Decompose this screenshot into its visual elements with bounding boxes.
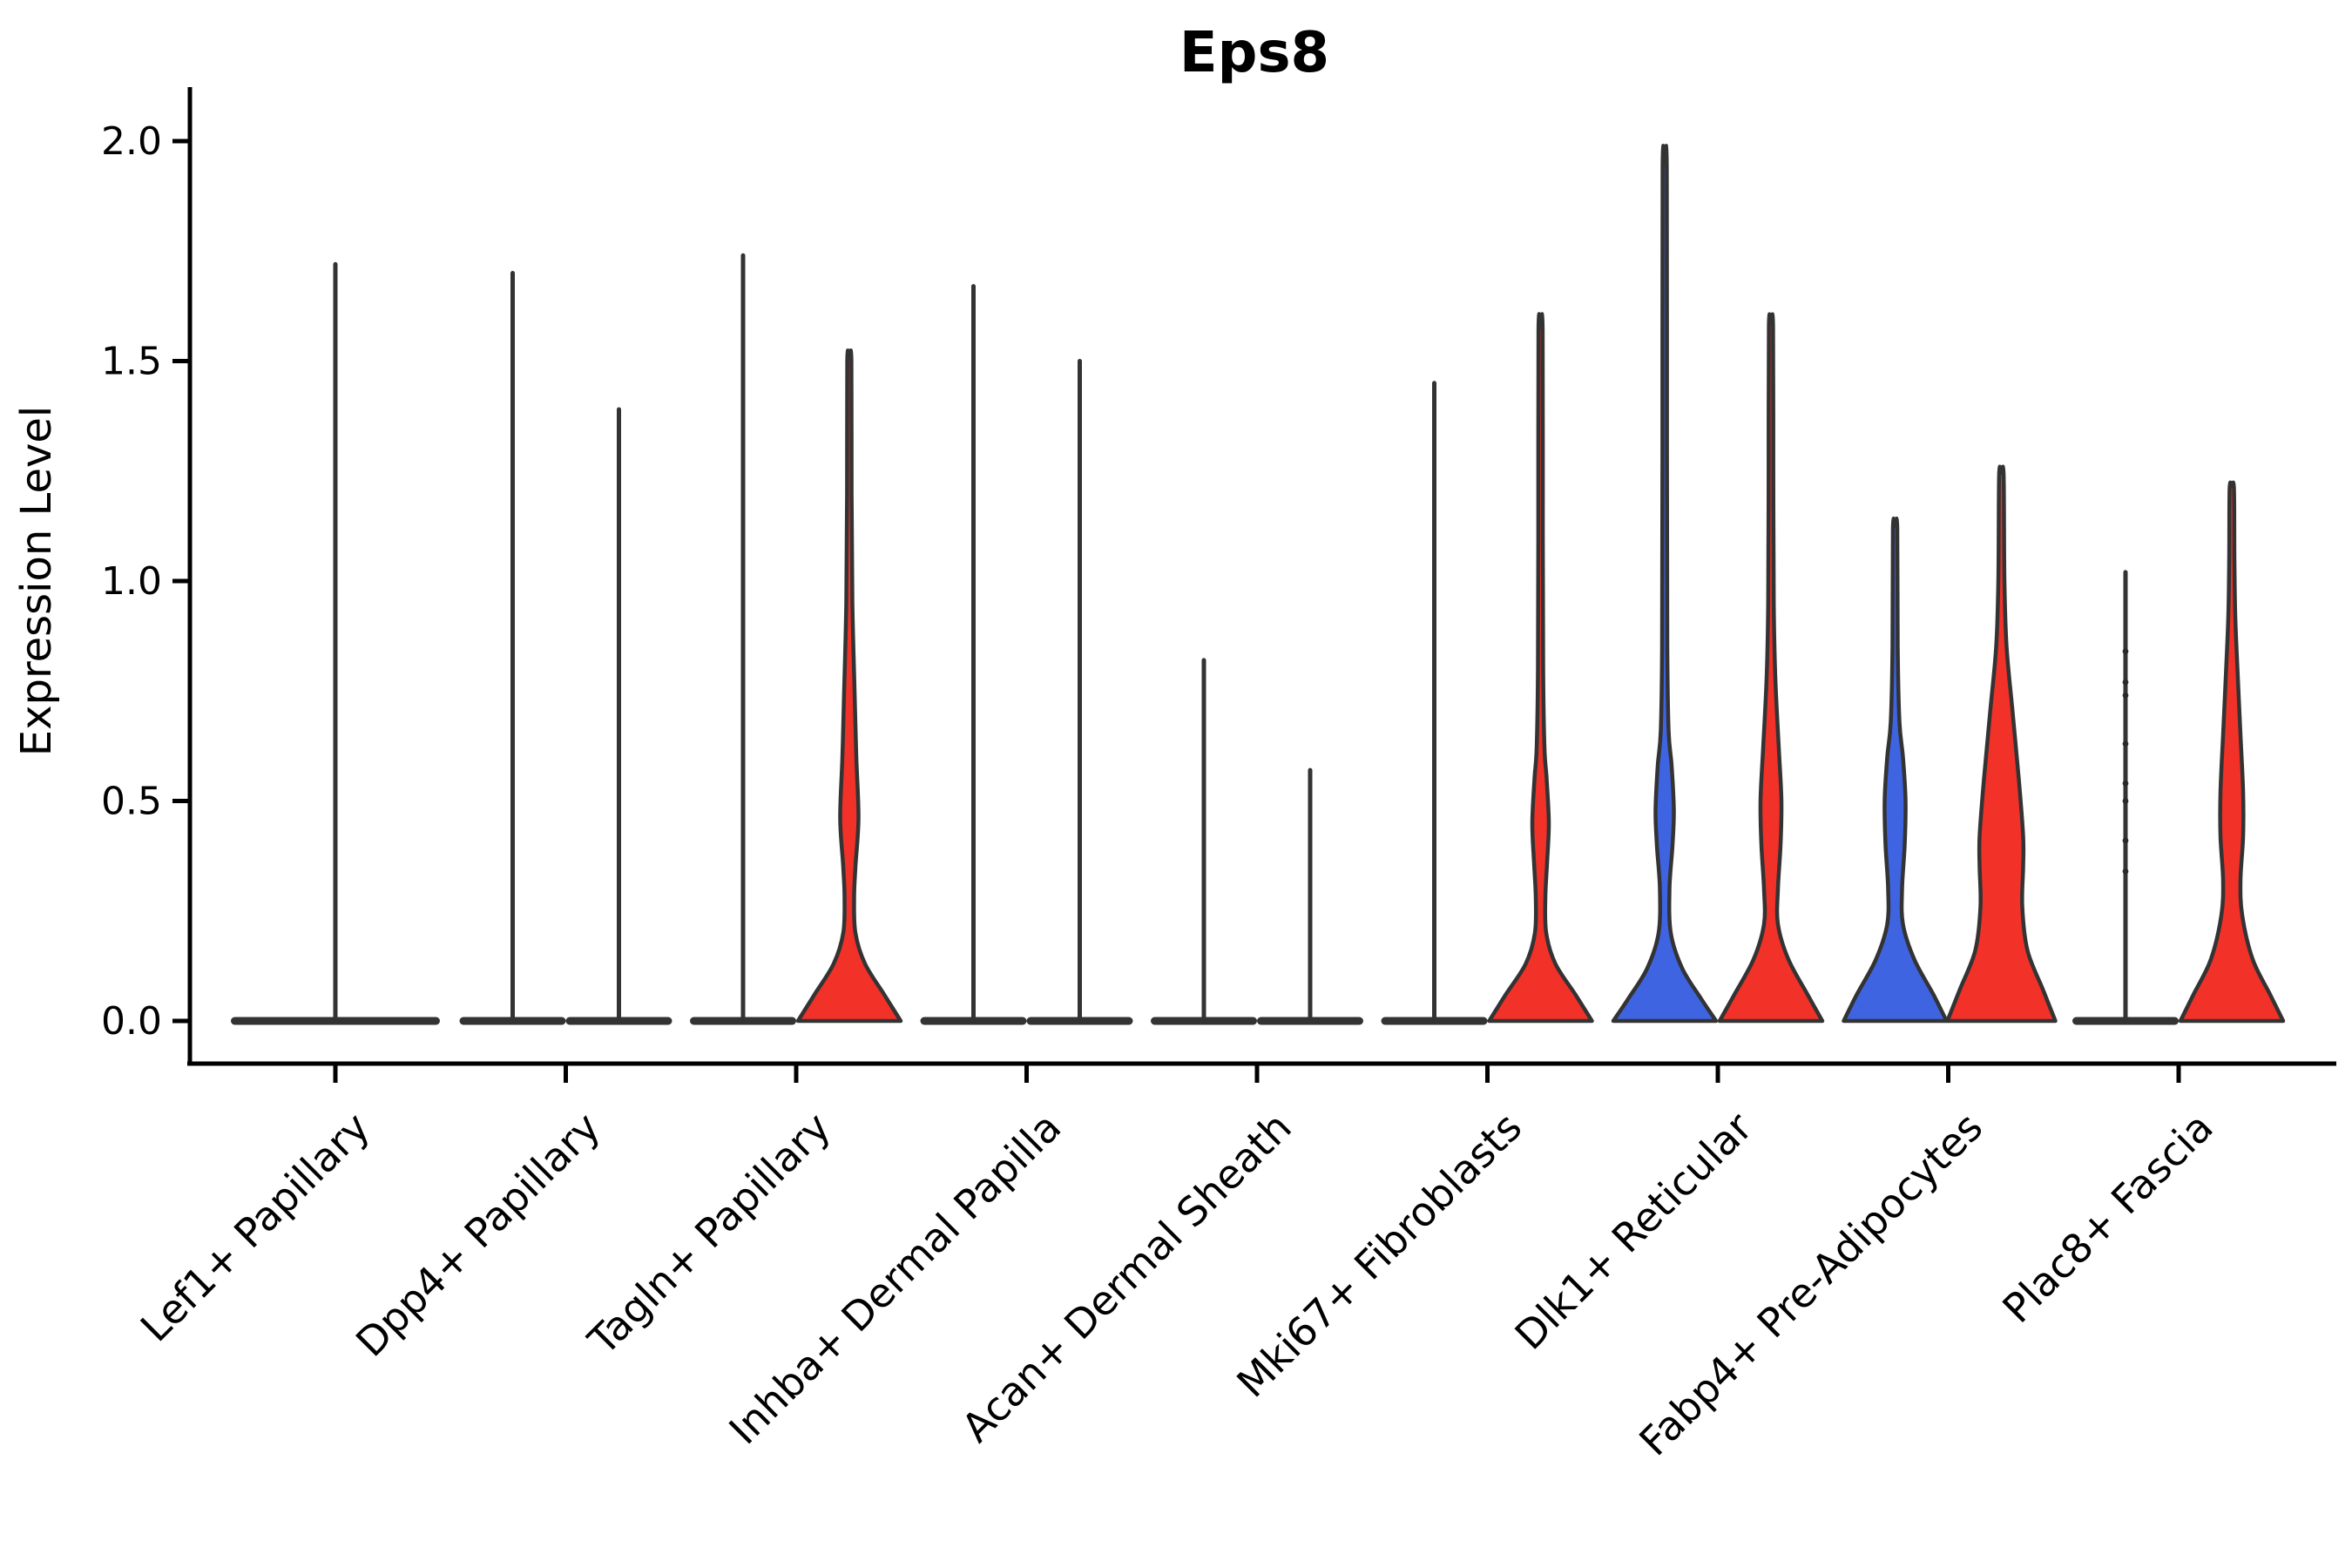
x-tick-label: Dpp4+ Papillary <box>347 1104 609 1366</box>
x-tick-label: Tagln+ Papillary <box>578 1104 840 1365</box>
axes: 0.0 0.5 1.0 1.5 2.0 <box>101 87 2336 1083</box>
violin-body-red <box>795 348 903 1024</box>
y-axis-label: Expression Level <box>12 406 61 757</box>
violin <box>1611 144 1719 1024</box>
violin-body-blue <box>1842 517 1949 1024</box>
y-tick-label: 0.0 <box>101 999 162 1044</box>
violin-dot <box>2122 648 2129 655</box>
x-tick-label: Lef1+ Papillary <box>132 1104 379 1351</box>
violin-dot <box>2122 780 2129 787</box>
violin-body-red <box>1945 464 2058 1024</box>
violin <box>690 253 796 1025</box>
violin <box>1717 312 1825 1024</box>
y-tick-label: 1.0 <box>101 559 162 604</box>
violin <box>1026 359 1133 1025</box>
violin <box>1257 767 1363 1025</box>
violin <box>1381 381 1488 1025</box>
violin <box>459 271 566 1025</box>
plot-title: Eps8 <box>1179 21 1329 85</box>
violin <box>2178 480 2286 1024</box>
violin <box>920 284 1027 1025</box>
y-tick-label: 0.5 <box>101 780 162 824</box>
violins <box>231 144 2286 1025</box>
violin <box>565 407 672 1025</box>
violin-body-blue <box>1611 144 1719 1024</box>
violin-dot <box>2122 679 2129 686</box>
y-tick-label: 2.0 <box>101 119 162 164</box>
violin <box>1842 517 1949 1024</box>
violin-dot <box>2122 798 2129 804</box>
violin <box>1151 658 1257 1025</box>
violin <box>1487 312 1594 1024</box>
violin-dot <box>2122 837 2129 844</box>
violin <box>1945 464 2058 1024</box>
violin-body-red <box>1487 312 1594 1024</box>
violin-body-red <box>2178 480 2286 1024</box>
violin <box>795 348 903 1024</box>
violin <box>2072 570 2179 1025</box>
violin-dot <box>2122 868 2129 875</box>
violin <box>231 261 440 1025</box>
violin-body-red <box>1717 312 1825 1024</box>
violin-dot <box>2122 692 2129 699</box>
y-tick-label: 1.5 <box>101 340 162 384</box>
violin-dot <box>2122 740 2129 747</box>
x-tick-label: Dlk1+ Reticular <box>1506 1104 1761 1359</box>
x-tick-label: Plac8+ Fascia <box>1993 1104 2221 1332</box>
